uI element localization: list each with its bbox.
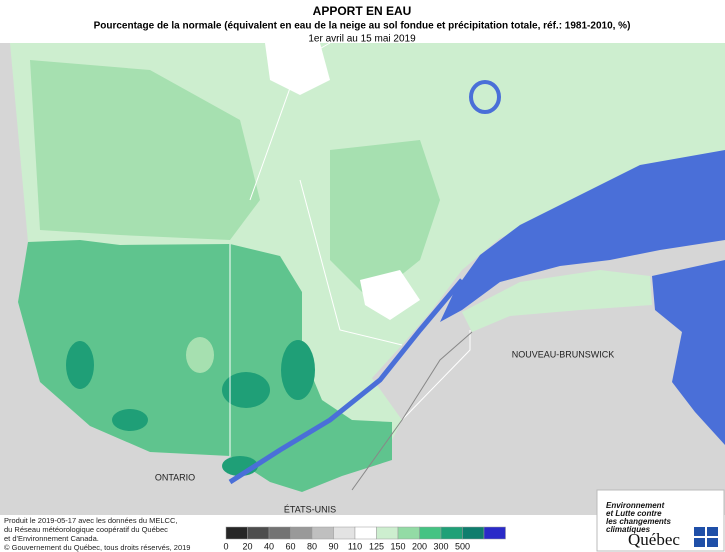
legend-tick-label: 90 bbox=[328, 541, 338, 551]
logo-name: Québec bbox=[628, 530, 680, 549]
legend-swatch bbox=[376, 526, 399, 540]
legend-tick-label: 150 bbox=[390, 541, 405, 551]
credit-line: et d'Environnement Canada. bbox=[4, 534, 99, 543]
zone-dark-green bbox=[112, 409, 148, 431]
ministry-line: climatiques bbox=[606, 525, 651, 534]
region-label: ÉTATS-UNIS bbox=[284, 504, 336, 514]
legend-tick-label: 0 bbox=[223, 541, 228, 551]
credit-line: du Réseau météorologique coopératif du Q… bbox=[4, 525, 168, 534]
ministry-line: les changements bbox=[606, 517, 671, 526]
credit-line: © Gouvernement du Québec, tous droits ré… bbox=[4, 543, 190, 552]
credit-line: Produit le 2019-05-17 avec les données d… bbox=[4, 516, 177, 525]
legend-swatch bbox=[225, 526, 248, 540]
legend-swatch bbox=[483, 526, 506, 540]
legend-tick-label: 80 bbox=[307, 541, 317, 551]
zone-white bbox=[360, 270, 420, 320]
map bbox=[0, 42, 725, 515]
legend-swatch bbox=[462, 526, 485, 540]
credits: Produit le 2019-05-17 avec les données d… bbox=[4, 516, 190, 552]
boundary bbox=[229, 42, 471, 456]
legend: 0 20 40 60 80 90 110 125 150 200 300 500 bbox=[223, 526, 506, 551]
subtitle: Pourcentage de la normale (équivalent en… bbox=[94, 21, 631, 32]
gulf-water bbox=[652, 260, 725, 445]
legend-swatch bbox=[333, 526, 356, 540]
ministry-line: et Lutte contre bbox=[606, 509, 662, 518]
legend-swatch bbox=[354, 526, 377, 540]
legend-tick-label: 200 bbox=[412, 541, 427, 551]
legend-swatch bbox=[247, 526, 270, 540]
gaspe-land bbox=[462, 270, 652, 332]
legend-swatch bbox=[440, 526, 463, 540]
legend-swatch bbox=[311, 526, 334, 540]
region-label: NOUVEAU-BRUNSWICK bbox=[512, 349, 615, 359]
gulf-water bbox=[440, 150, 725, 322]
border bbox=[351, 331, 473, 491]
legend-tick-label: 125 bbox=[369, 541, 384, 551]
zone-dark-green bbox=[186, 337, 214, 373]
legend-swatch bbox=[397, 526, 420, 540]
logo-flags bbox=[694, 527, 718, 547]
ministry-line: Environnement bbox=[606, 501, 665, 510]
legend-tick-label: 500 bbox=[455, 541, 470, 551]
period: 1er avril au 15 mai 2019 bbox=[308, 34, 416, 45]
zone-dark-green bbox=[222, 372, 270, 408]
region-label: ONTARIO bbox=[155, 472, 195, 482]
zone-dark-green bbox=[66, 341, 94, 389]
legend-tick-label: 40 bbox=[264, 541, 274, 551]
title: APPORT EN EAU bbox=[313, 4, 412, 18]
zone-light-green bbox=[30, 60, 260, 240]
zone-light-green bbox=[330, 140, 440, 300]
zone-dark-green bbox=[281, 340, 315, 400]
zone-white bbox=[265, 43, 330, 95]
legend-tick-label: 110 bbox=[348, 541, 362, 551]
legend-tick-label: 60 bbox=[285, 541, 295, 551]
legend-swatch bbox=[290, 526, 313, 540]
legend-swatch bbox=[268, 526, 291, 540]
river bbox=[228, 278, 464, 485]
legend-tick-label: 20 bbox=[242, 541, 252, 551]
legend-swatch bbox=[419, 526, 442, 540]
reservoir bbox=[469, 80, 501, 114]
legend-tick-label: 300 bbox=[433, 541, 448, 551]
